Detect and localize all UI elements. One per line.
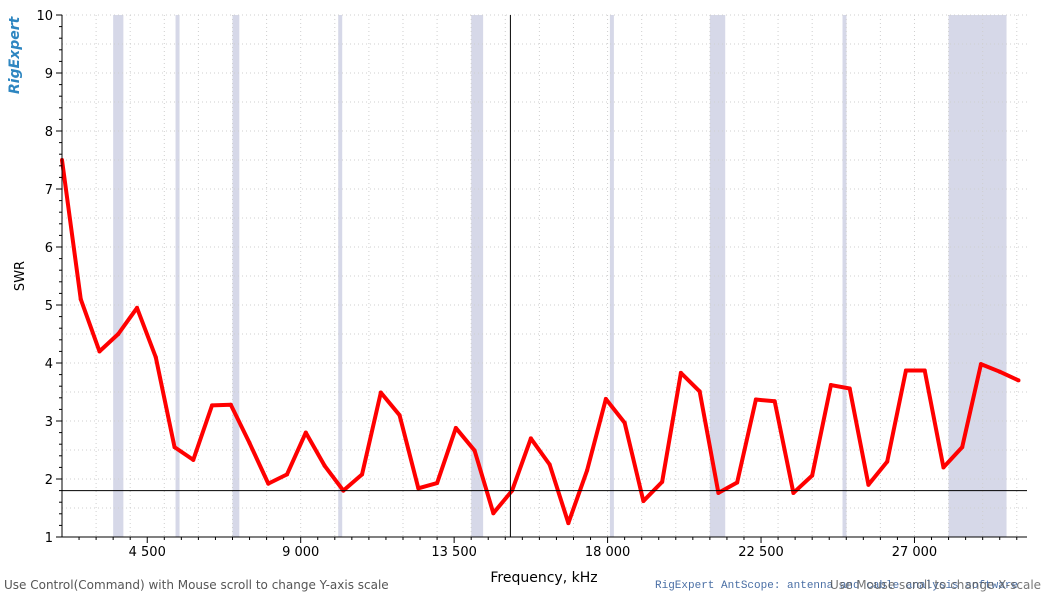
swr-point <box>210 403 215 408</box>
x-tick-label: 27 000 <box>892 545 938 560</box>
x-tick-label: 18 000 <box>585 545 631 560</box>
band-highlight <box>709 15 726 537</box>
swr-point <box>153 355 158 360</box>
series-layer <box>60 158 1021 526</box>
y-tick-label: 9 <box>45 67 53 82</box>
swr-point <box>660 479 665 484</box>
x-axis-label: Frequency, kHz <box>490 570 597 586</box>
band-highlight <box>842 15 847 537</box>
swr-point <box>97 349 102 354</box>
swr-point <box>678 370 683 375</box>
swr-point <box>453 425 458 430</box>
x-tick-label: 9 000 <box>282 545 319 560</box>
swr-point <box>791 490 796 495</box>
swr-point <box>172 445 177 450</box>
swr-point <box>978 362 983 367</box>
swr-point <box>810 473 815 478</box>
swr-point <box>641 499 646 504</box>
x-tick-label: 22 500 <box>738 545 784 560</box>
swr-point <box>828 383 833 388</box>
band-highlight <box>471 15 484 537</box>
swr-point <box>566 521 571 526</box>
swr-point <box>228 402 233 407</box>
swr-point <box>866 482 871 487</box>
swr-point <box>303 430 308 435</box>
swr-point <box>378 390 383 395</box>
swr-point <box>116 332 121 336</box>
band-highlight <box>338 15 343 537</box>
swr-point <box>941 465 946 470</box>
y-tick-label: 8 <box>45 125 53 140</box>
logo-text: RigExpert <box>7 15 23 94</box>
swr-point <box>322 463 327 468</box>
swr-point <box>585 468 590 473</box>
swr-point <box>528 436 533 441</box>
y-tick-label: 7 <box>45 183 53 198</box>
band-highlight <box>609 15 614 537</box>
swr-point <box>997 369 1002 374</box>
swr-point <box>472 448 477 453</box>
swr-point <box>435 481 440 486</box>
swr-point <box>960 445 965 450</box>
axes <box>61 15 1027 538</box>
x-axis-ticks: 4 500 9 000 13 500 18 000 22 500 27 000 <box>78 537 1018 560</box>
crosshair <box>62 15 1027 537</box>
swr-point <box>885 459 890 464</box>
x-tick-label: 13 500 <box>431 545 477 560</box>
swr-point <box>266 481 271 486</box>
y-tick-label: 1 <box>45 531 53 546</box>
swr-point <box>547 462 552 467</box>
swr-point <box>491 511 496 516</box>
y-tick-label: 3 <box>45 415 53 430</box>
swr-point <box>753 397 758 402</box>
swr-point <box>285 472 290 477</box>
swr-point <box>78 297 83 302</box>
x-scale-hint: Use Mouse scroll to change X-scale <box>830 578 1042 592</box>
swr-point <box>191 457 196 462</box>
swr-point <box>716 490 721 495</box>
y-tick-label: 10 <box>36 9 53 24</box>
swr-point <box>735 480 740 485</box>
y-tick-label: 5 <box>45 299 53 314</box>
swr-point <box>360 472 365 477</box>
y-tick-label: 4 <box>45 357 53 372</box>
x-tick-label: 4 500 <box>129 545 166 560</box>
band-highlight <box>175 15 180 537</box>
swr-point <box>697 389 702 394</box>
y-axis-label: SWR <box>13 261 28 291</box>
swr-point <box>603 396 608 401</box>
y-scale-hint: Use Control(Command) with Mouse scroll t… <box>4 578 389 592</box>
band-highlight <box>948 15 1007 537</box>
swr-point <box>903 368 908 373</box>
swr-point <box>1016 378 1021 383</box>
swr-point <box>135 305 140 310</box>
rigexpert-logo: RigExpert <box>7 15 23 94</box>
y-tick-label: 2 <box>45 473 53 488</box>
band-highlight <box>232 15 240 537</box>
swr-point <box>772 399 777 404</box>
swr-point <box>397 413 402 418</box>
footer-text: RigExpert AntScope: antenna and cable an… <box>655 580 1019 592</box>
y-axis-ticks: 1 2 3 4 5 6 7 8 9 10 <box>36 9 62 546</box>
swr-series-line <box>60 159 1020 526</box>
y-tick-label: 6 <box>45 241 53 256</box>
ham-band-highlights <box>113 15 1007 537</box>
swr-point <box>416 486 421 491</box>
swr-point <box>847 386 852 391</box>
swr-point <box>247 441 252 446</box>
swr-point <box>922 368 927 373</box>
swr-point <box>622 420 627 425</box>
